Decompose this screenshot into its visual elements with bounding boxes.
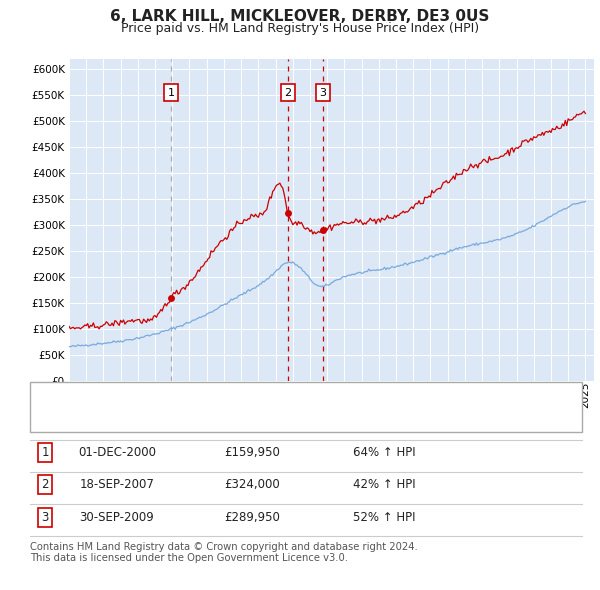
Text: 3: 3 <box>41 510 49 524</box>
Text: HPI: Average price, detached house, South Derbyshire: HPI: Average price, detached house, Sout… <box>75 415 378 425</box>
Text: 3: 3 <box>319 88 326 98</box>
Text: 30-SEP-2009: 30-SEP-2009 <box>80 510 154 524</box>
Text: 52% ↑ HPI: 52% ↑ HPI <box>353 510 415 524</box>
Text: £324,000: £324,000 <box>224 478 280 491</box>
Text: 64% ↑ HPI: 64% ↑ HPI <box>353 445 415 459</box>
Text: £159,950: £159,950 <box>224 445 280 459</box>
Text: 6, LARK HILL, MICKLEOVER, DERBY, DE3 0US: 6, LARK HILL, MICKLEOVER, DERBY, DE3 0US <box>110 9 490 24</box>
Text: 18-SEP-2007: 18-SEP-2007 <box>80 478 154 491</box>
Text: 01-DEC-2000: 01-DEC-2000 <box>78 445 156 459</box>
Text: 2: 2 <box>41 478 49 491</box>
Text: 2: 2 <box>284 88 292 98</box>
Text: This data is licensed under the Open Government Licence v3.0.: This data is licensed under the Open Gov… <box>30 553 348 563</box>
Text: 42% ↑ HPI: 42% ↑ HPI <box>353 478 415 491</box>
Text: £289,950: £289,950 <box>224 510 280 524</box>
Text: 1: 1 <box>41 445 49 459</box>
Text: 1: 1 <box>167 88 175 98</box>
Text: 6, LARK HILL, MICKLEOVER, DERBY, DE3 0US (detached house): 6, LARK HILL, MICKLEOVER, DERBY, DE3 0US… <box>75 389 426 399</box>
Text: Contains HM Land Registry data © Crown copyright and database right 2024.: Contains HM Land Registry data © Crown c… <box>30 542 418 552</box>
Text: Price paid vs. HM Land Registry's House Price Index (HPI): Price paid vs. HM Land Registry's House … <box>121 22 479 35</box>
